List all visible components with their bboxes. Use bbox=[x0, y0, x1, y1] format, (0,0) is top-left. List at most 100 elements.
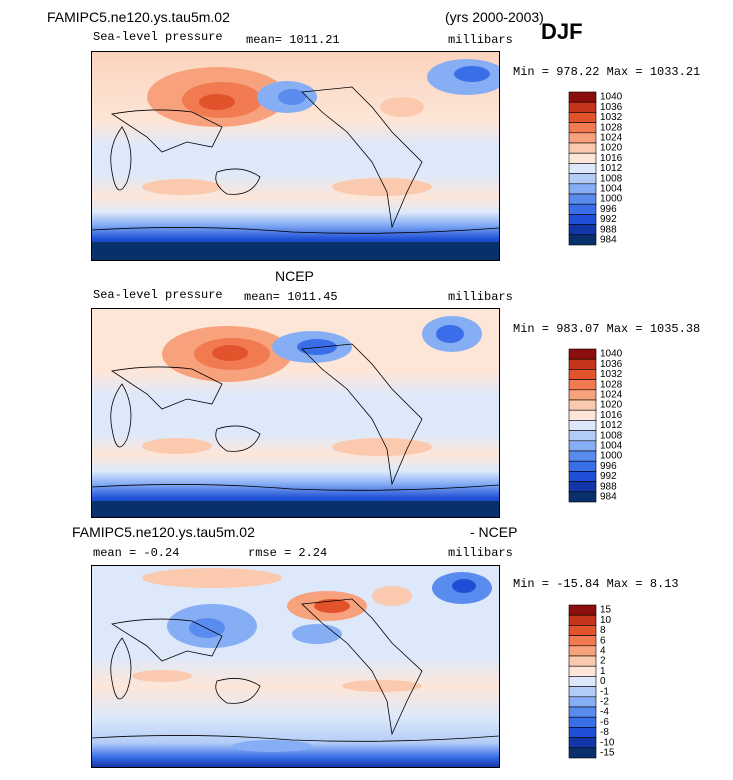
colorbar-tick-label: 15 bbox=[600, 605, 612, 616]
colorbar-swatch bbox=[568, 152, 597, 164]
colorbar-tick-label: 988 bbox=[600, 481, 617, 492]
colorbar-swatch bbox=[568, 91, 597, 103]
colorbar-tick-label: 4 bbox=[600, 645, 606, 656]
colorbar-swatch bbox=[568, 163, 597, 174]
colorbar-swatch bbox=[568, 112, 597, 123]
colorbar-swatch bbox=[568, 348, 597, 360]
colorbar-swatch bbox=[568, 132, 597, 144]
map-panel-model bbox=[91, 51, 500, 261]
colorbar-swatch bbox=[568, 379, 597, 391]
colorbar-tick-label: 996 bbox=[600, 461, 617, 472]
colorbar-tick-label: 1032 bbox=[600, 112, 623, 123]
colorbar-tick-label: -4 bbox=[600, 707, 609, 718]
colorbar-tick-label: 1016 bbox=[600, 153, 623, 164]
colorbar-swatch bbox=[568, 645, 597, 657]
colorbar-swatch bbox=[568, 676, 597, 687]
colorbar-swatch bbox=[568, 450, 597, 462]
panel2-range: Min = 983.07 Max = 1035.38 bbox=[513, 322, 701, 336]
panel2-mean: mean= 1011.45 bbox=[244, 290, 338, 304]
colorbar-swatch bbox=[568, 614, 597, 626]
colorbar-tick-label: 992 bbox=[600, 471, 617, 482]
colorbar-tick-label: -2 bbox=[600, 696, 609, 707]
panel1-variable: Sea-level pressure bbox=[93, 30, 223, 44]
colorbar-swatch bbox=[568, 369, 597, 380]
colorbar-diff: 15 10 8 6 4 2 1 0 -1 -2 -4 -6 -8 -10 -15 bbox=[568, 605, 639, 765]
colorbar-swatch bbox=[568, 203, 597, 215]
map-panel-diff bbox=[91, 565, 500, 768]
panel2-variable: Sea-level pressure bbox=[93, 288, 223, 302]
colorbar-swatch bbox=[568, 214, 597, 225]
colorbar-swatch bbox=[568, 224, 597, 236]
colorbar-tick-label: -8 bbox=[600, 727, 609, 738]
colorbar-tick-label: 1036 bbox=[600, 359, 623, 370]
colorbar-tick-label: 1040 bbox=[600, 92, 623, 103]
colorbar-swatch bbox=[568, 173, 597, 185]
colorbar-tick-label: 1000 bbox=[600, 451, 623, 462]
colorbar-tick-label: 1020 bbox=[600, 143, 623, 154]
colorbar-tick-label: 1024 bbox=[600, 132, 623, 143]
colorbar-tick-label: 992 bbox=[600, 214, 617, 225]
colorbar-swatch bbox=[568, 101, 597, 113]
colorbar-swatch bbox=[568, 471, 597, 482]
colorbar-swatch bbox=[568, 420, 597, 431]
colorbar-swatch bbox=[568, 234, 597, 246]
colorbar-swatch bbox=[568, 696, 597, 708]
map-field-diff bbox=[92, 566, 499, 767]
colorbar-ncep: 1040 1036 1032 1028 1024 1020 1016 1012 1008 1004… bbox=[568, 348, 639, 524]
colorbar-tick-label: 1 bbox=[600, 666, 606, 677]
colorbar-swatch bbox=[568, 399, 597, 411]
panel2-title: NCEP bbox=[275, 268, 314, 284]
colorbar-tick-label: 984 bbox=[600, 491, 617, 502]
colorbar-tick-label: 1028 bbox=[600, 122, 623, 133]
colorbar-tick-label: 1020 bbox=[600, 400, 623, 411]
colorbar-swatch bbox=[568, 491, 597, 503]
colorbar-swatch bbox=[568, 706, 597, 718]
colorbar-swatch bbox=[568, 481, 597, 493]
panel1-range: Min = 978.22 Max = 1033.21 bbox=[513, 65, 701, 79]
colorbar-tick-label: 1036 bbox=[600, 102, 623, 113]
colorbar-swatch bbox=[568, 430, 597, 442]
colorbar-tick-label: 10 bbox=[600, 615, 612, 626]
colorbar-tick-label: 1008 bbox=[600, 430, 623, 441]
colorbar-swatch bbox=[568, 747, 597, 759]
colorbar-tick-label: 1008 bbox=[600, 173, 623, 184]
colorbar-swatch bbox=[568, 625, 597, 636]
colorbar-swatch bbox=[568, 460, 597, 472]
colorbar-tick-label: -15 bbox=[600, 747, 615, 758]
colorbar-tick-label: 1012 bbox=[600, 420, 623, 431]
colorbar-swatch bbox=[568, 737, 597, 749]
colorbar-swatch bbox=[568, 686, 597, 698]
colorbar-tick-label: 1000 bbox=[600, 194, 623, 205]
years-label: (yrs 2000-2003) bbox=[445, 9, 544, 25]
colorbar-swatch bbox=[568, 142, 597, 154]
colorbar-swatch bbox=[568, 409, 597, 421]
colorbar-swatch bbox=[568, 389, 597, 401]
colorbar-tick-label: -10 bbox=[600, 737, 615, 748]
colorbar-tick-label: -1 bbox=[600, 686, 609, 697]
colorbar-tick-label: 1024 bbox=[600, 389, 623, 400]
colorbar-swatch bbox=[568, 655, 597, 667]
colorbar-tick-label: 996 bbox=[600, 204, 617, 215]
panel1-mean: mean= 1011.21 bbox=[246, 33, 340, 47]
colorbar-swatch bbox=[568, 358, 597, 370]
colorbar-model: 1040 1036 1032 1028 1024 1020 1016 1012 1008 1004… bbox=[568, 91, 639, 267]
colorbar-swatch bbox=[568, 122, 597, 134]
colorbar-swatch bbox=[568, 635, 597, 647]
colorbar-tick-label: 984 bbox=[600, 234, 617, 245]
panel1-units: millibars bbox=[448, 33, 513, 47]
season-label: DJF bbox=[541, 19, 583, 44]
panel3-title-left: FAMIPC5.ne120.ys.tau5m.02 bbox=[72, 524, 255, 540]
colorbar-tick-label: 1012 bbox=[600, 163, 623, 174]
colorbar-tick-label: 988 bbox=[600, 224, 617, 235]
colorbar-tick-label: -6 bbox=[600, 717, 609, 728]
colorbar-tick-label: 1004 bbox=[600, 440, 623, 451]
map-field-ncep bbox=[92, 309, 499, 517]
colorbar-tick-label: 1016 bbox=[600, 410, 623, 421]
panel3-title-right: - NCEP bbox=[470, 524, 518, 540]
colorbar-tick-label: 1028 bbox=[600, 379, 623, 390]
colorbar-tick-label: 0 bbox=[600, 676, 606, 687]
panel3-rmse: rmse = 2.24 bbox=[248, 546, 328, 560]
colorbar-tick-label: 8 bbox=[600, 625, 606, 636]
colorbar-tick-label: 6 bbox=[600, 635, 606, 646]
colorbar-tick-label: 2 bbox=[600, 656, 606, 667]
